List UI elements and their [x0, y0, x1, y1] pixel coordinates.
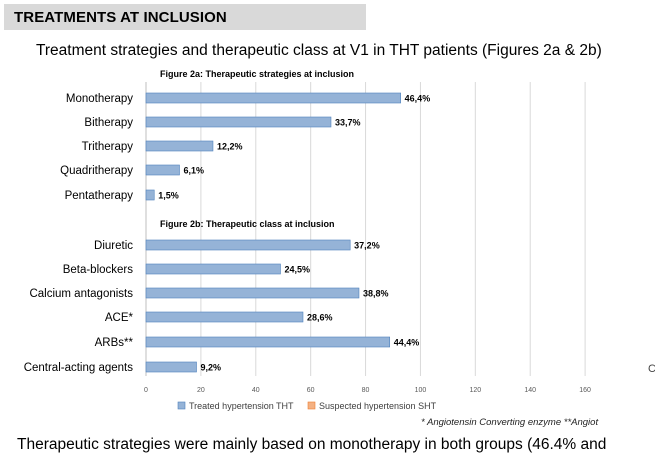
legend-swatch — [177, 401, 186, 410]
bar — [145, 116, 332, 128]
x-tick-label: 120 — [469, 387, 481, 394]
x-tick-label: 160 — [579, 387, 591, 394]
bar — [145, 263, 281, 275]
category-label: Calcium antagonists — [29, 288, 133, 300]
category-label: Quadritherapy — [60, 165, 133, 177]
body-paragraph: Therapeutic strategies were mainly based… — [17, 436, 607, 453]
data-label: 46,4% — [405, 94, 431, 104]
data-label: 9,2% — [200, 363, 221, 373]
chart-title-1: Figure 2b: Therapeutic class at inclusio… — [160, 219, 335, 229]
x-tick-label: 0 — [144, 387, 148, 394]
legend-label: Treated hypertension THT — [189, 401, 294, 411]
bar — [145, 140, 214, 152]
data-label: 6,1% — [183, 166, 204, 176]
legend-swatch — [307, 401, 316, 410]
x-tick-label: 100 — [415, 387, 427, 394]
bar — [145, 287, 360, 299]
data-label: 37,2% — [354, 241, 380, 251]
section-header-bar — [4, 4, 366, 30]
category-label: Pentatherapy — [65, 190, 134, 202]
data-label: 1,5% — [158, 191, 179, 201]
data-label: 12,2% — [217, 142, 243, 152]
category-label: Monotherapy — [66, 93, 133, 105]
data-label: 24,5% — [284, 265, 310, 275]
data-label: 44,4% — [394, 338, 420, 348]
bar — [145, 361, 197, 373]
bar — [145, 189, 155, 201]
legend-label: Suspected hypertension SHT — [319, 401, 437, 411]
section-title: TREATMENTS AT INCLUSION — [14, 9, 227, 26]
category-label: Bitherapy — [84, 117, 133, 129]
category-label: ARBs** — [95, 337, 134, 349]
category-label: ACE* — [105, 312, 134, 324]
x-tick-label: 80 — [362, 387, 370, 394]
x-tick-label: 60 — [307, 387, 315, 394]
bar-chart: Figure 2a: Therapeutic strategies at inc… — [24, 69, 591, 411]
chart-title-0: Figure 2a: Therapeutic strategies at inc… — [160, 69, 354, 79]
data-label: 38,8% — [363, 289, 389, 299]
category-label: Diuretic — [94, 240, 133, 252]
category-label: Tritherapy — [82, 141, 134, 153]
bar — [145, 239, 351, 251]
data-label: 33,7% — [335, 118, 361, 128]
bar — [145, 311, 304, 323]
bar — [145, 336, 391, 348]
bar — [145, 164, 180, 176]
category-label: Beta-blockers — [63, 264, 134, 276]
data-label: 28,6% — [307, 313, 333, 323]
x-tick-label: 140 — [524, 387, 536, 394]
chart-subtitle: Treatment strategies and therapeutic cla… — [36, 42, 602, 59]
bar — [145, 92, 401, 104]
x-tick-label: 20 — [197, 387, 205, 394]
chart-footnote: * Angiotensin Converting enzyme **Angiot — [421, 417, 599, 428]
category-label: Central-acting agents — [24, 362, 134, 374]
clipped-glyph: C — [648, 363, 655, 375]
x-tick-label: 40 — [252, 387, 260, 394]
